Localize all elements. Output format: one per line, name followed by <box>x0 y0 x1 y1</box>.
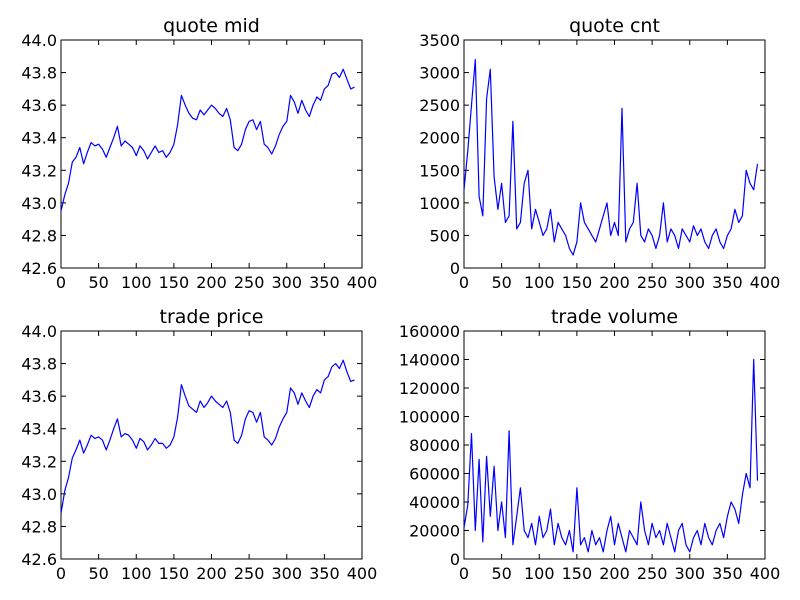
y-tick-label: 140000 <box>399 351 460 370</box>
panel-quote-cnt: quote cnt 0 50 100 150 200 250 300 350 400 0 500 10… <box>419 15 780 292</box>
x-tick-label: 0 <box>459 273 469 292</box>
x-tick-label: 350 <box>309 564 340 583</box>
y-tick-label: 0 <box>450 550 460 569</box>
panel-title: quote cnt <box>569 15 660 37</box>
x-tick-label: 200 <box>599 564 630 583</box>
x-tick-label: 200 <box>599 273 630 292</box>
y-tick-label: 43.8 <box>21 355 57 374</box>
x-tick-label: 350 <box>309 273 340 292</box>
y-tick-label: 43.6 <box>21 96 57 115</box>
x-tick-label: 350 <box>712 273 743 292</box>
x-tick-label: 250 <box>637 564 668 583</box>
x-tick-label: 250 <box>637 273 668 292</box>
y-tick-label: 42.8 <box>21 226 57 245</box>
x-tick-label: 100 <box>121 564 152 583</box>
x-tick-label: 300 <box>271 273 302 292</box>
x-tick-label: 0 <box>459 564 469 583</box>
y-tick-label: 3000 <box>419 64 460 83</box>
plot-area <box>463 330 766 560</box>
x-tick-label: 300 <box>674 564 705 583</box>
panel-trade-price: trade price 0 50 100 150 200 250 300 350 400 42.6… <box>21 306 377 583</box>
y-tick-label: 120000 <box>399 379 460 398</box>
x-tick-label: 0 <box>56 564 66 583</box>
y-tick-label: 60000 <box>409 465 460 484</box>
series-line <box>463 358 759 553</box>
x-tick-label: 50 <box>88 273 108 292</box>
y-tick-label: 2500 <box>419 96 460 115</box>
x-tick-label: 150 <box>159 273 190 292</box>
y-tick-label: 43.8 <box>21 64 57 83</box>
x-tick-label: 300 <box>674 273 705 292</box>
series-line <box>60 68 355 212</box>
y-tick-label: 43.4 <box>21 420 57 439</box>
y-tick-label: 0 <box>450 259 460 278</box>
plot-area <box>60 330 363 560</box>
panel-title: trade volume <box>551 306 678 328</box>
y-tick-label: 2000 <box>419 129 460 148</box>
series-line <box>463 58 759 256</box>
y-tick-label: 44.0 <box>21 322 57 341</box>
panel-trade-volume: trade volume 0 50 100 150 200 250 300 350 400 0 20… <box>399 306 780 583</box>
x-tick-label: 400 <box>750 564 781 583</box>
x-tick-label: 200 <box>196 273 227 292</box>
plot-area <box>60 39 363 269</box>
y-tick-label: 80000 <box>409 436 460 455</box>
x-tick-label: 50 <box>88 564 108 583</box>
x-tick-label: 400 <box>750 273 781 292</box>
x-tick-label: 100 <box>121 273 152 292</box>
y-tick-label: 1500 <box>419 161 460 180</box>
y-tick-label: 43.2 <box>21 161 57 180</box>
x-tick-label: 0 <box>56 273 66 292</box>
x-tick-label: 50 <box>491 273 511 292</box>
panel-title: trade price <box>160 306 264 328</box>
y-tick-label: 500 <box>429 226 460 245</box>
y-tick-label: 20000 <box>409 522 460 541</box>
panel-quote-mid: quote mid 0 50 100 150 200 250 300 350 400 42.6 42… <box>21 15 377 292</box>
y-tick-label: 42.6 <box>21 259 57 278</box>
y-tick-label: 42.8 <box>21 517 57 536</box>
x-tick-label: 400 <box>347 564 378 583</box>
x-tick-label: 250 <box>234 564 265 583</box>
x-tick-label: 200 <box>196 564 227 583</box>
x-tick-label: 400 <box>347 273 378 292</box>
y-tick-label: 40000 <box>409 493 460 512</box>
x-tick-label: 150 <box>562 273 593 292</box>
x-tick-label: 350 <box>712 564 743 583</box>
y-tick-label: 160000 <box>399 322 460 341</box>
y-tick-label: 3500 <box>419 31 460 50</box>
x-tick-label: 250 <box>234 273 265 292</box>
x-tick-label: 100 <box>524 564 555 583</box>
y-tick-label: 43.0 <box>21 194 57 213</box>
x-tick-label: 150 <box>562 564 593 583</box>
y-tick-label: 1000 <box>419 194 460 213</box>
y-tick-label: 43.0 <box>21 485 57 504</box>
plot-area <box>463 39 766 269</box>
y-tick-label: 43.6 <box>21 387 57 406</box>
y-tick-label: 43.2 <box>21 452 57 471</box>
x-tick-label: 300 <box>271 564 302 583</box>
x-tick-label: 100 <box>524 273 555 292</box>
series-line <box>60 359 355 514</box>
y-tick-label: 100000 <box>399 408 460 427</box>
y-tick-label: 42.6 <box>21 550 57 569</box>
y-tick-label: 44.0 <box>21 31 57 50</box>
x-tick-label: 150 <box>159 564 190 583</box>
panel-title: quote mid <box>163 15 260 37</box>
y-tick-label: 43.4 <box>21 129 57 148</box>
x-tick-label: 50 <box>491 564 511 583</box>
